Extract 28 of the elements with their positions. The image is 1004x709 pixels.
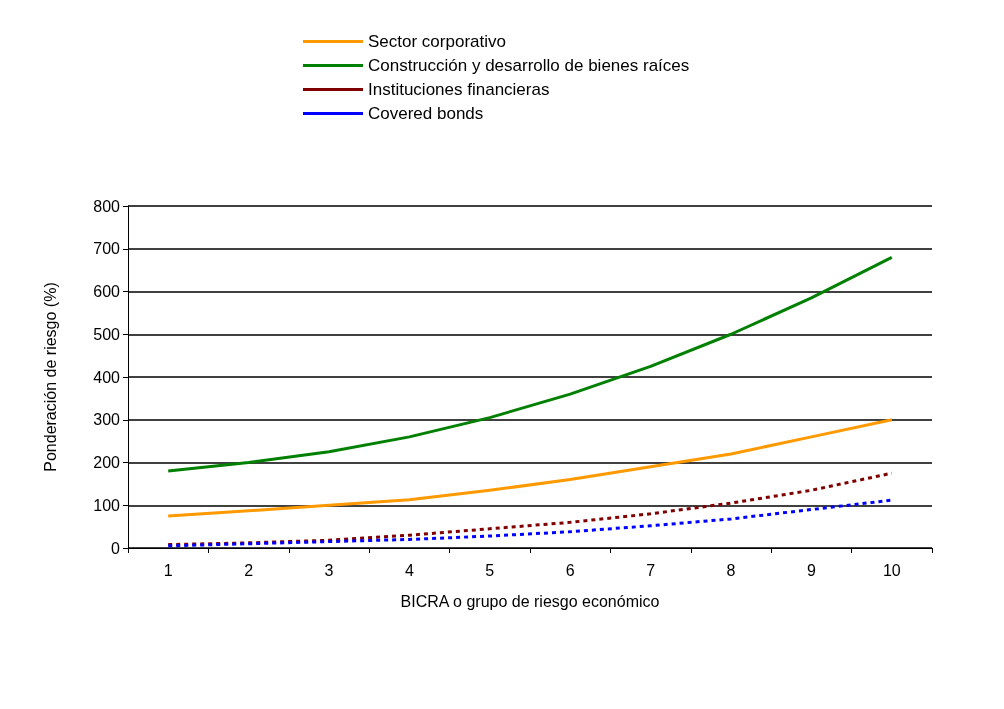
legend-label: Covered bonds xyxy=(368,104,484,123)
legend-label: Sector corporativo xyxy=(368,32,506,51)
y-tick-label: 200 xyxy=(93,454,121,471)
legend-label: Construcción y desarrollo de bienes raíces xyxy=(368,56,690,75)
x-axis-title: BICRA o grupo de riesgo económico xyxy=(400,592,660,610)
y-tick-label: 800 xyxy=(93,197,121,215)
legend-label: Instituciones financieras xyxy=(368,80,550,99)
y-tick-label: 300 xyxy=(93,411,121,429)
x-tick-label: 8 xyxy=(726,561,736,579)
x-tick-label: 10 xyxy=(882,561,901,579)
y-tick-label: 400 xyxy=(93,368,121,386)
y-tick-label: 600 xyxy=(93,283,121,300)
x-tick-label: 9 xyxy=(806,561,816,579)
y-tick-label: 500 xyxy=(93,325,121,343)
y-tick-label: 0 xyxy=(111,539,121,557)
y-tick-label: 100 xyxy=(93,496,121,514)
x-tick-label: 5 xyxy=(485,561,495,579)
x-tick-label: 3 xyxy=(324,561,334,579)
y-tick-label: 700 xyxy=(93,240,121,258)
line-series xyxy=(166,471,894,547)
x-tick-label: 6 xyxy=(565,561,575,579)
x-tick-label: 7 xyxy=(646,561,656,579)
x-tick-label: 2 xyxy=(244,561,254,579)
x-tick-label: 1 xyxy=(163,561,173,579)
x-tick-label: 4 xyxy=(404,561,414,579)
line-series xyxy=(166,255,894,473)
line-series xyxy=(166,418,894,518)
y-axis-title: Ponderación de riesgo (%) xyxy=(41,282,59,472)
